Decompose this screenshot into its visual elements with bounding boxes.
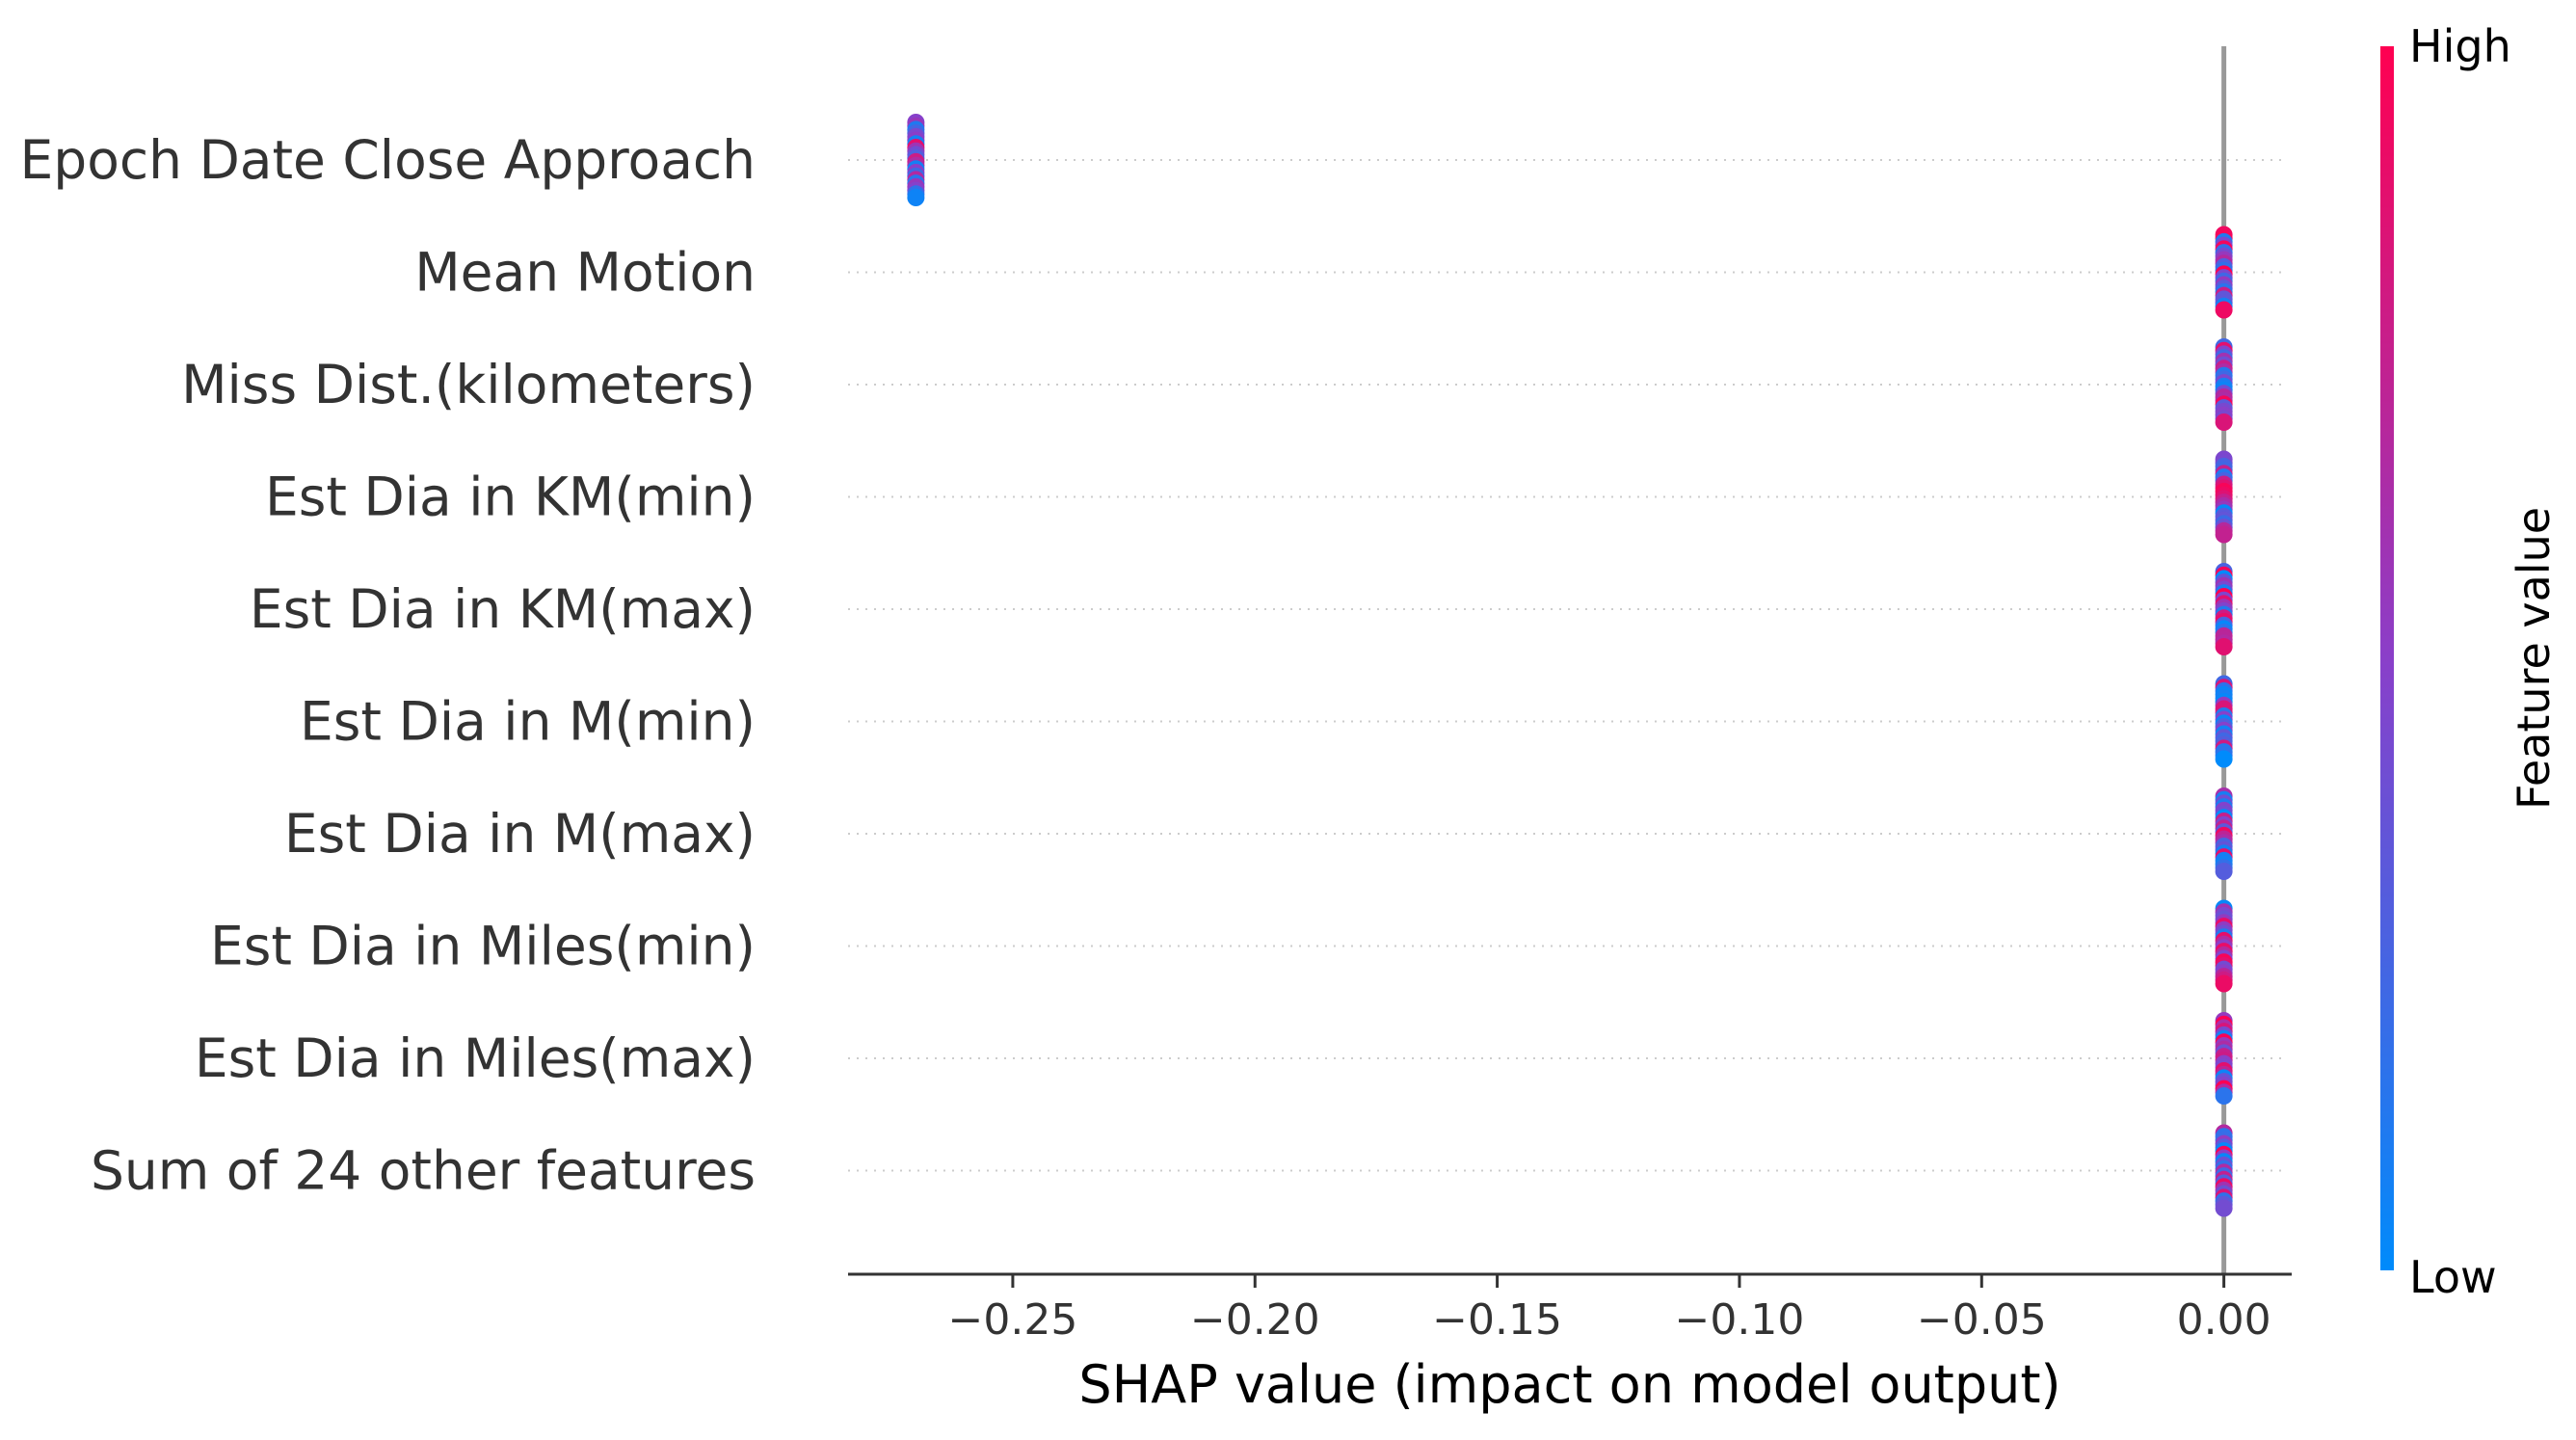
feature-label: Est Dia in M(min) — [300, 691, 756, 753]
feature-labels: Epoch Date Close Approach Mean Motion Miss… — [20, 129, 756, 1202]
colorbar-high-label: High — [2409, 20, 2511, 72]
shap-point — [2215, 301, 2233, 319]
shap-point — [2215, 750, 2233, 768]
x-tick-label: −0.15 — [1432, 1295, 1562, 1345]
data-points — [907, 114, 2233, 1217]
shap-point — [2215, 974, 2233, 993]
x-axis-ticks: −0.25 −0.20 −0.15 −0.10 −0.05 0.00 — [947, 1274, 2271, 1345]
shap-point — [2215, 413, 2233, 431]
feature-label: Est Dia in Miles(min) — [210, 916, 756, 977]
x-tick-label: −0.10 — [1675, 1295, 1805, 1345]
x-axis-title: SHAP value (impact on model output) — [1078, 1354, 2060, 1415]
colorbar-title: Feature value — [2508, 507, 2560, 810]
colorbar-low-label: Low — [2409, 1251, 2497, 1303]
shap-point — [2215, 638, 2233, 655]
shap-point — [2215, 525, 2233, 544]
feature-label: Mean Motion — [414, 242, 756, 304]
feature-label: Miss Dist.(kilometers) — [181, 354, 756, 415]
shap-point — [2215, 1087, 2233, 1105]
feature-label: Est Dia in KM(max) — [250, 578, 756, 640]
x-tick-label: −0.25 — [947, 1295, 1077, 1345]
feature-label: Sum of 24 other features — [91, 1140, 756, 1202]
shap-point — [2215, 1199, 2233, 1217]
colorbar — [2380, 46, 2394, 1270]
shap-point — [907, 189, 925, 206]
shap-point — [2215, 863, 2233, 880]
feature-label: Est Dia in Miles(max) — [195, 1027, 756, 1089]
x-tick-label: −0.20 — [1190, 1295, 1320, 1345]
feature-label: Est Dia in M(max) — [284, 803, 756, 865]
grid-lines — [848, 159, 2284, 1172]
x-tick-label: 0.00 — [2177, 1295, 2271, 1345]
feature-label: Est Dia in KM(min) — [265, 467, 756, 528]
feature-label: Epoch Date Close Approach — [20, 129, 756, 191]
x-tick-label: −0.05 — [1917, 1295, 2047, 1345]
